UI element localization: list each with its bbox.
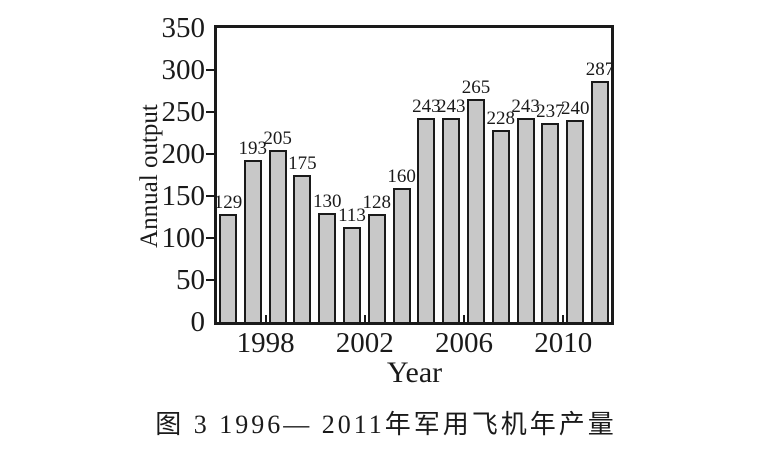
bar-value-label-2008: 243 [511, 96, 540, 117]
x-tick-2006 [463, 315, 465, 322]
bar-value-label-2006: 265 [461, 77, 491, 98]
bar-1999 [293, 175, 312, 322]
y-tick-label-0: 0 [190, 306, 206, 338]
plot-area: 129 193 205 175 130 113 128 160 243 243 265 228 243 2… [214, 25, 614, 325]
y-tick-300 [206, 69, 214, 71]
bar-2010 [566, 120, 585, 322]
x-tick-label-2002: 2002 [335, 327, 394, 359]
bar-value-label-2000: 130 [312, 191, 342, 212]
x-tick-1998 [264, 315, 267, 322]
x-tick-2002 [363, 315, 366, 322]
bar-2007 [491, 130, 510, 322]
bar-value-label-2011: 287 [585, 59, 615, 80]
bar-value-label-2010: 240 [560, 98, 590, 119]
x-tick-label-2006: 2006 [435, 327, 493, 359]
bar-2001 [343, 227, 361, 322]
bar-value-label-2001: 113 [338, 205, 366, 226]
bar-2003 [392, 188, 411, 322]
y-tick-label-200: 200 [161, 138, 206, 170]
y-tick-50 [206, 279, 214, 281]
y-tick-label-350: 350 [161, 12, 206, 44]
bar-2008 [516, 118, 535, 322]
y-tick-150 [206, 195, 214, 197]
x-tick-2010 [562, 315, 565, 322]
x-tick-label-2010: 2010 [534, 327, 593, 359]
y-tick-label-250: 250 [161, 96, 206, 128]
y-tick-200 [206, 153, 214, 155]
y-tick-label-50: 50 [176, 264, 205, 296]
bar-value-label-1997: 193 [238, 138, 268, 159]
bar-2009 [541, 123, 560, 322]
bar-value-label-2007: 228 [486, 108, 516, 129]
y-tick-100 [206, 237, 214, 239]
y-tick-label-150: 150 [161, 180, 206, 212]
bar-1996 [219, 214, 237, 322]
bar-2011 [591, 81, 609, 322]
x-tick-label-1998: 1998 [236, 327, 295, 359]
bar-1998 [268, 150, 287, 322]
y-tick-250 [206, 111, 214, 113]
bar-value-label-2009: 237 [536, 101, 565, 122]
y-tick-label-100: 100 [161, 222, 206, 254]
bar-value-label-1998: 205 [263, 128, 292, 149]
bar-2000 [318, 213, 337, 322]
bar-value-label-1996: 129 [213, 192, 243, 213]
bar-2005 [442, 118, 461, 322]
bar-value-label-2004: 243 [412, 96, 441, 117]
bar-2004 [417, 118, 436, 322]
bar-1997 [243, 160, 262, 322]
y-tick-label-300: 300 [161, 54, 206, 86]
bar-value-label-2003: 160 [387, 166, 416, 187]
x-axis-title: Year [386, 356, 443, 389]
figure-caption: 图 3 1996— 2011年军用飞机年产量 [155, 410, 617, 439]
bar-value-label-1999: 175 [288, 153, 317, 174]
bar-value-label-2002: 128 [362, 192, 392, 213]
bar-value-label-2005: 243 [436, 96, 466, 117]
bar-2006 [467, 99, 485, 322]
bar-2002 [367, 214, 386, 322]
